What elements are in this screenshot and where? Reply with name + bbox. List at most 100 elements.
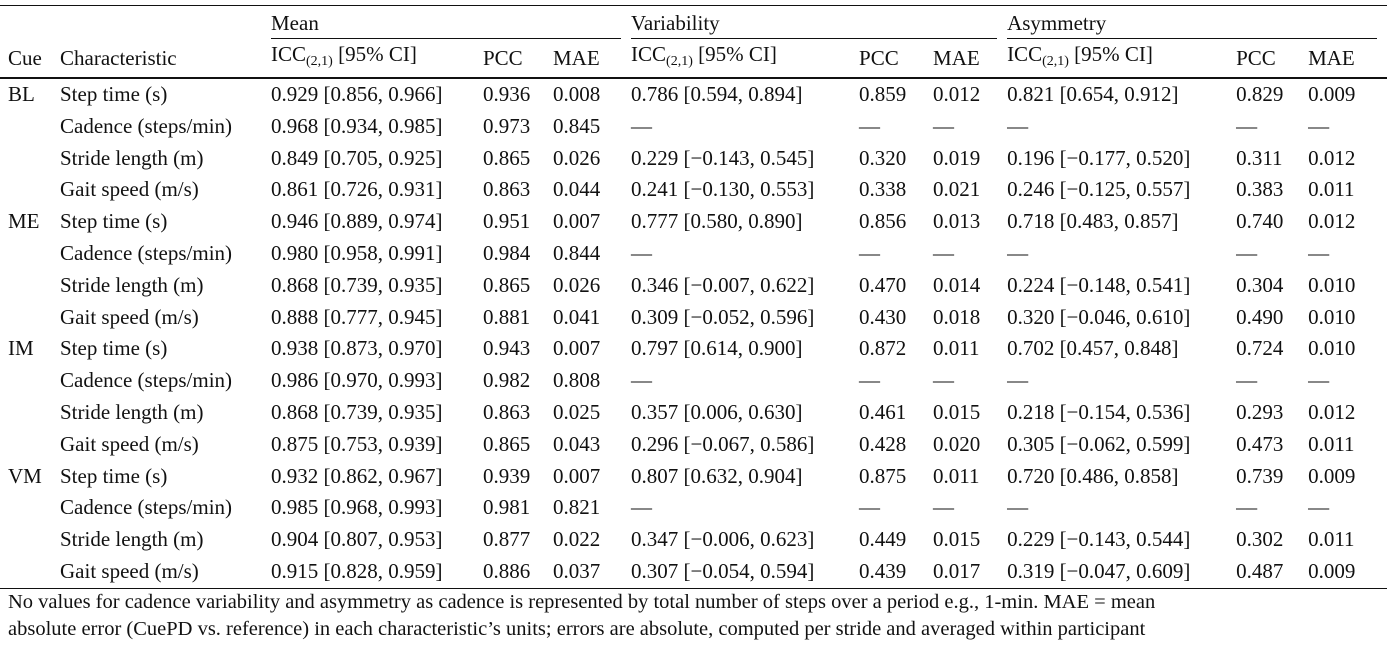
cell-cue [0, 238, 58, 270]
cell-var-mae: 0.018 [933, 304, 981, 329]
cell-cue [0, 174, 58, 206]
cell-var-mae: 0.015 [933, 527, 981, 552]
cell-var-icc: 0.357 [0.006, 0.630] [631, 399, 803, 424]
cell-mean-mae: 0.008 [553, 82, 601, 106]
cell-characteristic: Stride length (m) [60, 272, 204, 297]
cell-mean-icc: 0.968 [0.934, 0.985] [271, 113, 443, 138]
table-row: BL Step time (s) 0.929 [0.856, 0.966] 0.936… [0, 78, 1387, 111]
cell-characteristic: Stride length (m) [60, 145, 204, 170]
table-row: IM Step time (s) 0.938 [0.873, 0.970] 0.943… [0, 333, 1387, 365]
cell-asym-pcc: 0.383 [1236, 177, 1284, 202]
cell-var-mae: 0.011 [933, 463, 980, 488]
cell-asym-icc: — [1007, 368, 1029, 393]
table-row: Stride length (m) 0.868 [0.739, 0.935] 0.8… [0, 270, 1387, 302]
cell-mean-mae: 0.044 [553, 177, 601, 202]
cell-var-mae: 0.014 [933, 272, 981, 297]
table-footnote: No values for cadence variability and as… [8, 589, 1383, 643]
cell-var-pcc: 0.439 [859, 555, 934, 589]
cell-var-mae: — [933, 368, 955, 393]
cell-asym-mae: — [1308, 495, 1330, 520]
cell-cue [0, 524, 58, 556]
cell-asym-pcc: 0.829 [1236, 82, 1284, 106]
cell-asym-icc: 0.720 [0.486, 0.858] [1007, 463, 1179, 488]
cell-var-mae: — [933, 113, 955, 138]
cell-mean-pcc: 0.973 [483, 113, 531, 138]
cell-asym-mae: 0.012 [1308, 209, 1356, 234]
cell-var-mae: — [933, 240, 955, 265]
cell-characteristic: Gait speed (m/s) [58, 555, 271, 589]
cell-asym-icc: 0.702 [0.457, 0.848] [1007, 336, 1179, 361]
cell-asym-icc: 0.821 [0.654, 0.912] [1007, 82, 1179, 106]
header-var-icc: ICC(2,1) [95% CI] [631, 39, 860, 79]
cell-mean-icc: 0.946 [0.889, 0.974] [271, 209, 443, 234]
cell-mean-pcc: 0.981 [483, 495, 531, 520]
cell-var-icc: — [631, 368, 653, 393]
cell-mean-pcc: 0.936 [483, 82, 531, 106]
cell-asym-mae: 0.010 [1308, 336, 1356, 361]
cell-asym-mae: — [1308, 113, 1330, 138]
cell-asym-mae: — [1308, 368, 1330, 393]
header-characteristic: Characteristic [58, 39, 271, 79]
cell-var-pcc: — [859, 113, 881, 138]
cell-asym-icc: 0.218 [−0.154, 0.536] [1007, 399, 1191, 424]
header-var-mae: MAE [933, 39, 1008, 79]
cell-asym-pcc: 0.304 [1236, 272, 1284, 297]
cell-var-icc: 0.296 [−0.067, 0.586] [631, 431, 815, 456]
cell-var-pcc: 0.875 [859, 463, 907, 488]
group-asymmetry: Asymmetry [1007, 8, 1387, 39]
cell-asym-icc: 0.718 [0.483, 0.857] [1007, 209, 1179, 234]
cell-mean-mae: 0.026 [553, 145, 601, 170]
header-var-pcc: PCC [859, 39, 934, 79]
cell-characteristic: Cadence (steps/min) [60, 495, 233, 520]
cell-mean-pcc: 0.939 [483, 463, 531, 488]
cell-mean-icc: 0.875 [0.753, 0.939] [271, 431, 443, 456]
header-asym-mae: MAE [1308, 39, 1387, 79]
cell-var-mae: 0.013 [933, 209, 981, 234]
table-row: Cadence (steps/min) 0.985 [0.968, 0.993] 0… [0, 492, 1387, 524]
cell-asym-icc: — [1007, 495, 1029, 520]
cell-var-icc: — [631, 495, 653, 520]
cell-mean-mae: 0.007 [553, 336, 601, 361]
cell-mean-mae: 0.007 [553, 209, 601, 234]
cell-asym-pcc: 0.739 [1236, 463, 1284, 488]
cell-var-icc: — [631, 240, 653, 265]
cell-mean-icc: 0.904 [0.807, 0.953] [271, 527, 443, 552]
cell-asym-icc: 0.319 [−0.047, 0.609] [1007, 555, 1237, 589]
cell-cue [0, 397, 58, 429]
cell-var-icc: 0.807 [0.632, 0.904] [631, 463, 803, 488]
cell-var-mae: 0.019 [933, 145, 981, 170]
cell-asym-pcc: — [1236, 368, 1258, 393]
cell-mean-pcc: 0.943 [483, 336, 531, 361]
cell-var-icc: 0.229 [−0.143, 0.545] [631, 145, 815, 170]
cell-mean-mae: 0.041 [553, 304, 601, 329]
cell-asym-icc: 0.224 [−0.148, 0.541] [1007, 272, 1191, 297]
cell-var-mae: 0.021 [933, 177, 981, 202]
cell-asym-mae: 0.011 [1308, 431, 1355, 456]
cell-mean-icc: 0.915 [0.828, 0.959] [271, 555, 483, 589]
cell-asym-pcc: — [1236, 495, 1258, 520]
cell-mean-pcc: 0.877 [483, 527, 531, 552]
header-mean-mae: MAE [553, 39, 632, 79]
cell-var-pcc: 0.461 [859, 399, 907, 424]
cell-mean-icc: 0.980 [0.958, 0.991] [271, 240, 443, 265]
table-row: ME Step time (s) 0.946 [0.889, 0.974] 0.951… [0, 206, 1387, 238]
cell-mean-pcc: 0.863 [483, 399, 531, 424]
cell-mean-pcc: 0.865 [483, 272, 531, 297]
cell-cue [0, 270, 58, 302]
results-table: Mean Variability Asymmetry Cue Character… [0, 8, 1387, 589]
cell-var-pcc: — [859, 368, 881, 393]
cell-var-icc: — [631, 113, 653, 138]
cell-var-icc: 0.786 [0.594, 0.894] [631, 82, 803, 106]
cell-characteristic: Step time (s) [60, 209, 168, 234]
table-row: VM Step time (s) 0.932 [0.862, 0.967] 0.939… [0, 461, 1387, 493]
cell-mean-icc: 0.938 [0.873, 0.970] [271, 336, 443, 361]
header-mean-pcc: PCC [483, 39, 553, 79]
cell-characteristic: Cadence (steps/min) [60, 368, 233, 393]
cell-cue [0, 555, 58, 589]
header-asym-pcc: PCC [1236, 39, 1309, 79]
cell-characteristic: Step time (s) [60, 463, 168, 488]
table-row: Stride length (m) 0.904 [0.807, 0.953] 0.8… [0, 524, 1387, 556]
cell-mean-pcc: 0.863 [483, 177, 531, 202]
cell-var-pcc: 0.470 [859, 272, 907, 297]
cell-asym-pcc: 0.724 [1236, 336, 1284, 361]
